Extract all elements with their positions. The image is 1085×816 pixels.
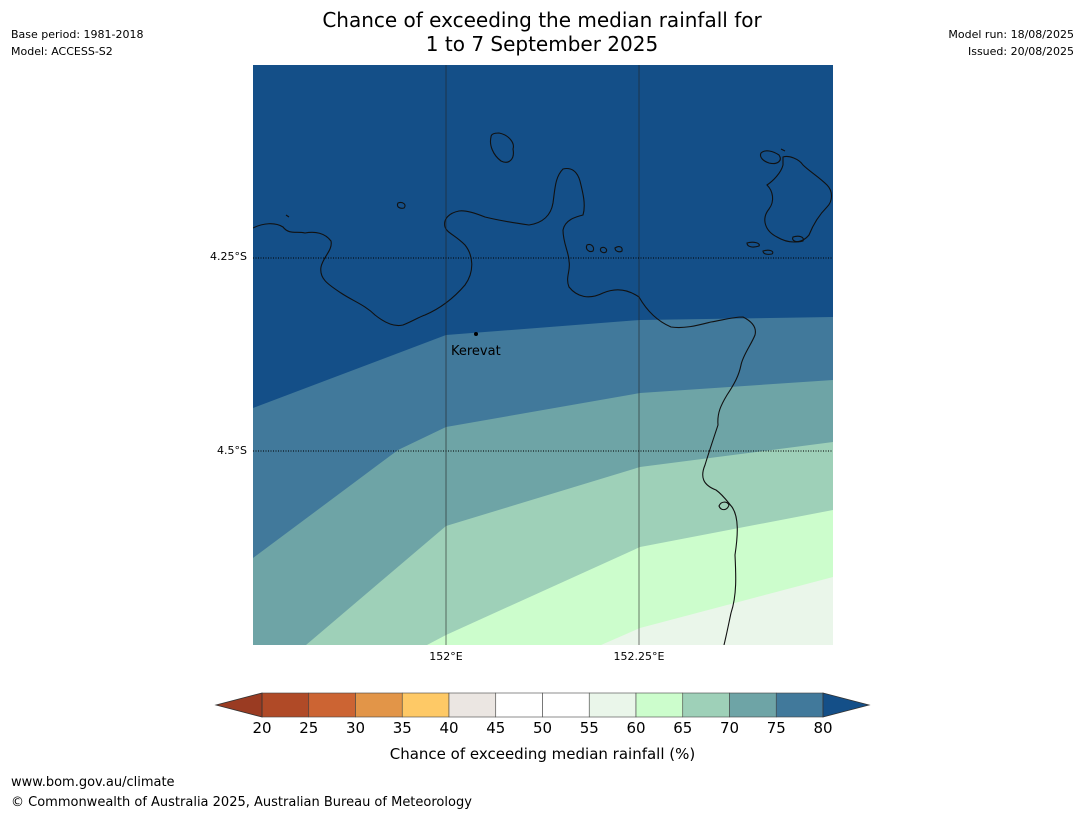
colorbar-tick-label: 55	[579, 719, 599, 737]
place-label-kerevat: Kerevat	[451, 344, 501, 359]
colorbar-tick-label: 30	[345, 719, 366, 737]
model-run: Model run: 18/08/2025	[948, 28, 1074, 41]
graticule	[253, 65, 833, 645]
colorbar-cell	[682, 692, 730, 718]
colorbar-tick-label: 70	[719, 719, 740, 737]
footer-url: www.bom.gov.au/climate	[11, 775, 175, 790]
colorbar-tick-label: 80	[813, 719, 833, 737]
colorbar-label-wrap: Chance of exceeding median rainfall (%)	[263, 745, 822, 763]
colorbar-tick-label: 60	[626, 719, 646, 737]
colorbar-cell	[495, 692, 543, 718]
colorbar-cell	[635, 692, 684, 718]
base-period: Base period: 1981-2018	[11, 28, 144, 41]
colorbar-tick-label: 40	[439, 719, 459, 737]
colorbar-cell	[775, 692, 824, 718]
model-name: Model: ACCESS-S2	[11, 45, 113, 58]
issued-date: Issued: 20/08/2025	[967, 45, 1074, 58]
colorbar-tick-label: 75	[766, 719, 786, 737]
band-55-60	[601, 577, 833, 645]
colorbar-ticks: 20 25 30 35 40 45 50 55 60 65 70 75 80	[0, 719, 1085, 739]
map-title: Chance of exceeding the median rainfall …	[242, 8, 842, 56]
lon-label-152: 152°E	[429, 650, 463, 663]
kerevat-marker	[474, 332, 478, 336]
coastline	[253, 132, 833, 645]
colorbar-cell	[308, 692, 356, 718]
colorbar-cell	[355, 692, 403, 718]
colorbar-cell	[401, 692, 450, 718]
footer-copyright: © Commonwealth of Australia 2025, Austra…	[11, 795, 472, 810]
colorbar-cell	[542, 692, 590, 718]
title-line-2: 1 to 7 September 2025	[425, 32, 659, 56]
lat-label-4-5: 4.5°S	[217, 444, 247, 457]
colorbar-tick-label: 25	[299, 719, 319, 737]
colorbar-cell	[448, 692, 497, 718]
colorbar-over-arrow	[822, 692, 871, 718]
meta-left: Base period: 1981-2018 Model: ACCESS-S2	[11, 26, 143, 60]
colorbar-tick-label: 45	[486, 719, 506, 737]
colorbar	[214, 692, 871, 718]
colorbar-tick-label: 35	[392, 719, 412, 737]
colorbar-tick-label: 50	[532, 719, 553, 737]
colorbar-label: Chance of exceeding median rainfall (%)	[389, 745, 696, 763]
colorbar-under-arrow	[214, 692, 263, 718]
colorbar-tick-label: 65	[673, 719, 693, 737]
lon-label-152-25: 152.25°E	[613, 650, 665, 663]
forecast-map: Kerevat	[253, 65, 833, 645]
colorbar-cell	[588, 692, 637, 718]
colorbar-cell	[729, 692, 777, 718]
title-line-1: Chance of exceeding the median rainfall …	[322, 8, 762, 32]
colorbar-cell	[261, 692, 310, 718]
lat-label-4-25: 4.25°S	[210, 250, 247, 263]
meta-right: Model run: 18/08/2025 Issued: 20/08/2025	[948, 26, 1074, 60]
colorbar-tick-label: 20	[252, 719, 272, 737]
